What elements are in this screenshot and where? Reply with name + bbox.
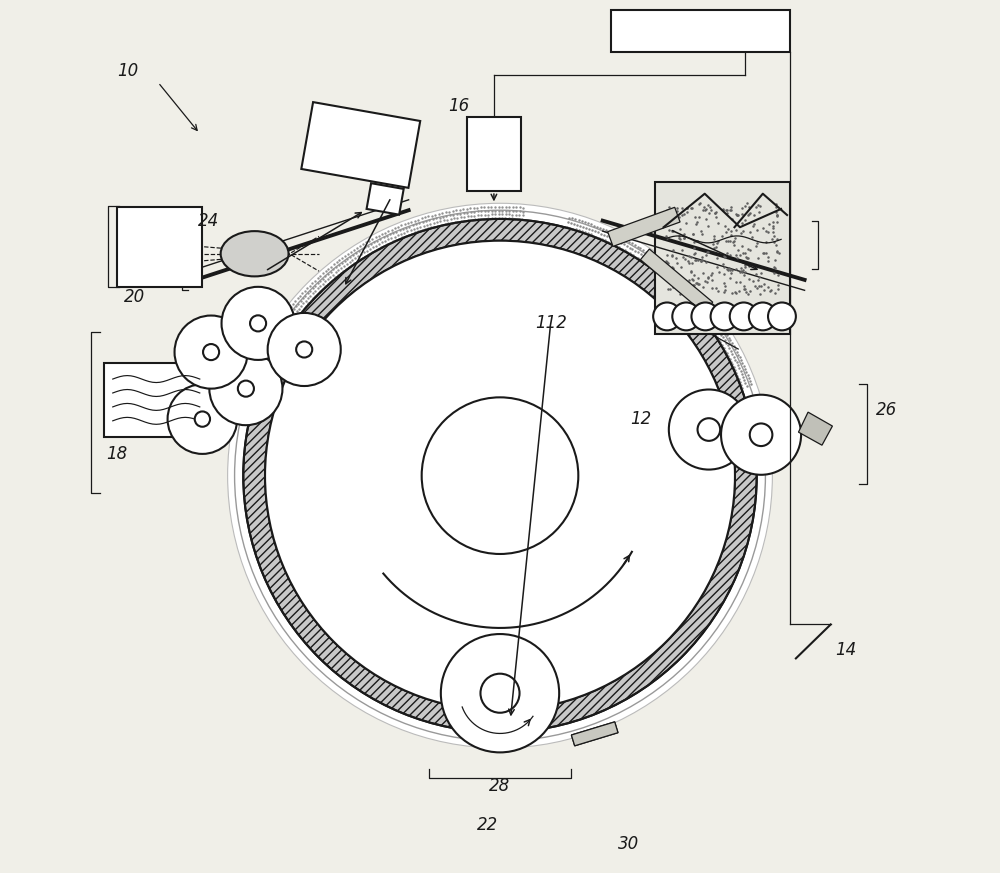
Circle shape xyxy=(653,302,681,330)
Bar xyxy=(608,207,680,246)
Polygon shape xyxy=(798,412,832,445)
Text: 20: 20 xyxy=(124,288,145,306)
Circle shape xyxy=(672,302,700,330)
Bar xyxy=(117,207,202,287)
Text: 30: 30 xyxy=(617,835,639,853)
Text: 112: 112 xyxy=(535,314,567,333)
Text: 24: 24 xyxy=(198,211,219,230)
Circle shape xyxy=(721,395,801,475)
Circle shape xyxy=(195,411,210,427)
Text: 14: 14 xyxy=(835,641,856,659)
Text: 18: 18 xyxy=(107,445,128,463)
Bar xyxy=(367,183,404,215)
Circle shape xyxy=(175,315,248,388)
Bar xyxy=(611,10,790,52)
Circle shape xyxy=(296,341,312,358)
Circle shape xyxy=(441,634,559,753)
Text: 28: 28 xyxy=(489,777,510,795)
Text: 16: 16 xyxy=(448,97,469,115)
Circle shape xyxy=(168,384,237,454)
Bar xyxy=(571,722,618,746)
Text: 12: 12 xyxy=(631,410,652,428)
Circle shape xyxy=(730,302,758,330)
Text: 26: 26 xyxy=(876,402,897,419)
Bar xyxy=(655,182,790,333)
Circle shape xyxy=(268,313,341,386)
Bar xyxy=(640,249,713,313)
Bar xyxy=(104,362,208,436)
Circle shape xyxy=(422,397,578,554)
Circle shape xyxy=(265,241,735,711)
Circle shape xyxy=(250,315,266,332)
Circle shape xyxy=(238,381,254,396)
Circle shape xyxy=(750,423,772,446)
Circle shape xyxy=(698,418,720,441)
Ellipse shape xyxy=(221,231,289,277)
Circle shape xyxy=(222,287,295,360)
Circle shape xyxy=(768,302,796,330)
Circle shape xyxy=(480,674,520,712)
Bar xyxy=(301,102,420,188)
Bar xyxy=(467,117,521,191)
Circle shape xyxy=(749,302,777,330)
Text: 22: 22 xyxy=(477,816,498,835)
Circle shape xyxy=(691,302,719,330)
Circle shape xyxy=(669,389,749,470)
Bar xyxy=(571,722,618,746)
Circle shape xyxy=(711,302,738,330)
Text: 10: 10 xyxy=(117,62,138,80)
Circle shape xyxy=(203,344,219,361)
Circle shape xyxy=(209,352,282,425)
Circle shape xyxy=(228,203,772,748)
